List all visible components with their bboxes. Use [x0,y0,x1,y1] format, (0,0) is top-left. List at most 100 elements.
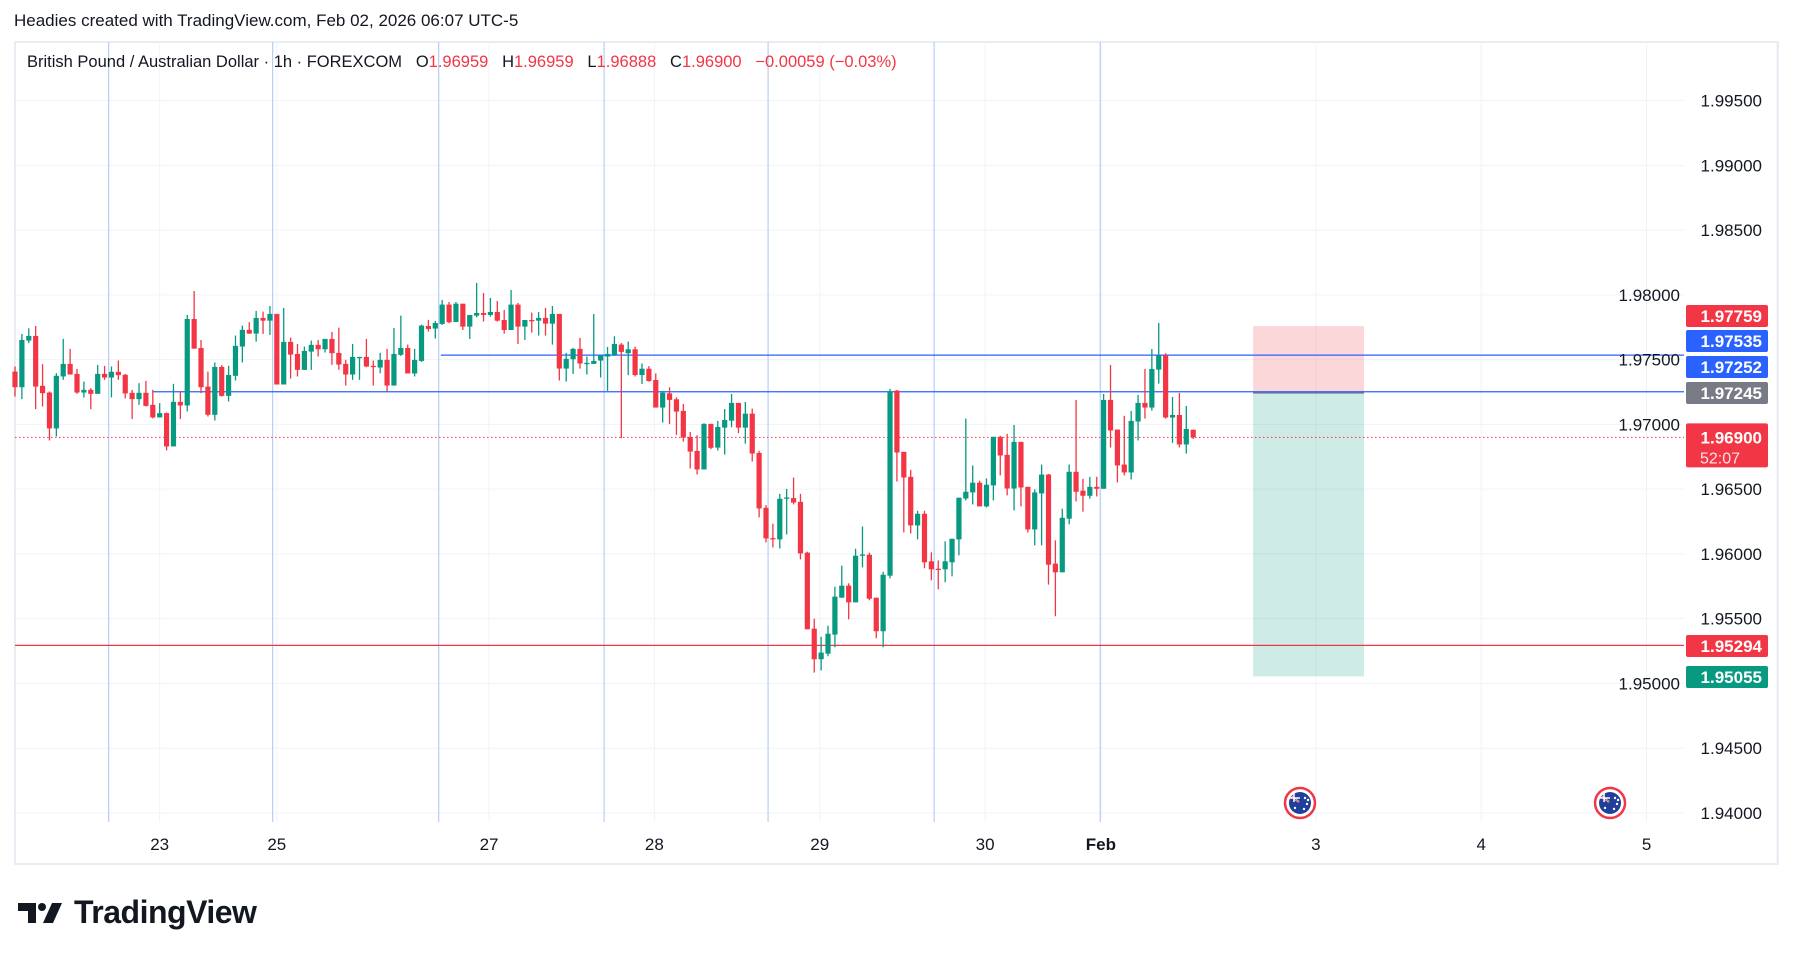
event-markers[interactable] [1283,786,1627,820]
candle-body-down [315,344,321,350]
candle-body-up [467,314,473,327]
candle-body-up [474,313,480,316]
candle-body-up [818,652,824,660]
candle-body-up [1011,441,1017,489]
price-tick-label: 1.98000 [1619,286,1680,305]
candle-body-down [1004,454,1010,489]
current-price-label-box [1686,423,1768,468]
candle-body-up [722,419,728,428]
candle-body-down [1107,399,1114,431]
candle-body-up [728,402,735,421]
candle-body-down [763,507,769,539]
candle-body-down [74,373,80,393]
price-tick-label: 1.98500 [1701,221,1762,240]
candle-body-down [260,317,266,321]
candle-body-up [253,317,259,334]
candle-body-up [232,345,239,376]
candle-body-down [177,401,183,406]
candle-body-up [225,374,232,396]
price-tick-label: 1.94000 [1701,804,1762,823]
candle-body-up [1135,402,1141,422]
candle-body-down [129,392,135,400]
candle-body-up [949,538,955,563]
candle-body-down [632,349,638,376]
candle-body-down [846,585,852,603]
session-breaks [108,42,1101,822]
tradingview-logo[interactable]: TradingView [18,894,257,931]
low-value: 1.96888 [596,53,657,71]
candle-body-down [150,404,156,418]
price-label-text: 1.97535 [1701,332,1762,351]
candle-body-up [1087,486,1093,496]
price-axis[interactable]: 1.99500 1.99000 1.98500 1.98000 1.97500 1.970… [1619,92,1762,823]
candle-body-up [584,362,590,365]
candle-body-up [563,358,569,369]
stop-loss-zone[interactable] [1253,326,1365,393]
candle-body-down [101,373,108,378]
candle-body-up [832,596,838,635]
candle-body-down [618,344,624,352]
candle-body-up [887,391,893,576]
price-tick-label: 1.96500 [1701,480,1762,499]
candle-body-up [170,401,177,447]
candle-body-down [735,402,742,428]
time-axis[interactable]: 23 25 27 28 29 30 Feb 3 4 5 [150,835,1651,854]
candle-body-down [39,385,46,394]
candle-body-up [432,322,438,329]
australia-flag-icon[interactable] [1283,786,1317,820]
candle-body-up [1039,474,1045,494]
close-value: 1.96900 [681,53,742,71]
time-tick-label: 3 [1311,835,1320,854]
symbol-title[interactable]: British Pound / Australian Dollar · 1h ·… [27,53,403,71]
price-axis-labels: 1.97759 1.97535 1.97252 1.97245 1.95294 1.950… [1686,305,1768,688]
time-tick-label: 27 [480,835,499,854]
candle-body-down [646,368,652,382]
candle-body-down [274,313,280,385]
current-price-label: 1.96900 [1701,428,1762,447]
candle-body-up [1032,492,1038,530]
close-label: C [670,53,682,71]
candle-body-up [1066,471,1072,519]
candle-body-up [852,555,859,603]
candle-body-up [777,498,783,540]
candle-body-down [687,436,693,452]
open-label: O [415,53,429,71]
take-profit-zone[interactable] [1253,392,1365,677]
candle-body-up [983,484,990,507]
price-tick-label: 1.99500 [1701,92,1762,111]
candle-body-down [115,371,121,376]
candle-body-down [460,303,466,327]
candle-body-down [1080,490,1086,496]
candle-body-up [1169,414,1176,418]
candle-body-down [205,386,211,415]
time-tick-label: 30 [976,835,995,854]
tradingview-logo-icon [18,902,62,923]
candle-body-down [198,347,204,388]
short-position-tool[interactable] [1253,326,1365,677]
price-label-box [1686,356,1768,378]
time-tick-label: 4 [1476,835,1485,854]
tradingview-logo-text: TradingView [74,894,257,930]
candle-body-up [956,497,962,540]
candle-body-down [405,347,411,374]
candle-body-up [839,585,845,598]
candle-body-down [804,552,810,630]
candle-body-down [1121,464,1127,473]
candle-body-down [122,374,128,394]
candle-body-down [219,366,225,396]
time-tick-label: 28 [645,835,664,854]
candle-body-down [1052,563,1058,573]
price-label-box [1686,330,1768,352]
candle-body-up [1149,368,1155,408]
candle-body-up [108,371,115,378]
candle-body-down [577,348,583,364]
candle-body-up [742,413,748,428]
australia-flag-icon[interactable] [1593,786,1627,820]
time-tick-label: Feb [1086,835,1116,854]
low-label: L [587,53,597,71]
candle-body-down [529,320,535,322]
candle-body-down [246,329,252,334]
horizontal-lines[interactable] [15,354,1684,647]
candle-body-down [1114,429,1120,466]
